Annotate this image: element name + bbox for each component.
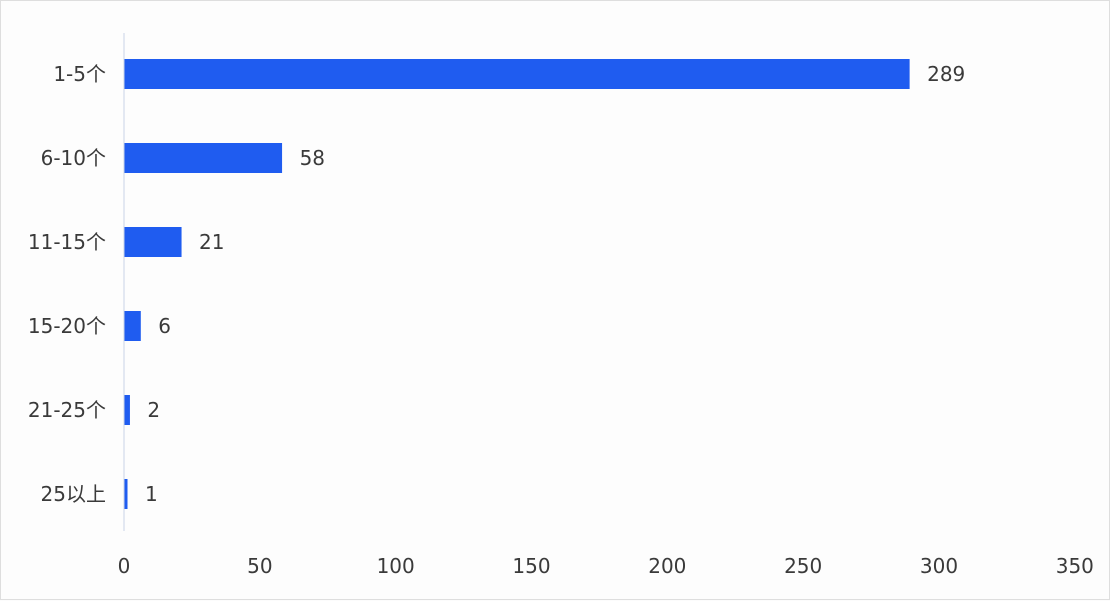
bar <box>124 311 141 341</box>
value-label: 2 <box>147 398 160 422</box>
bar <box>124 395 130 425</box>
bar <box>124 227 182 257</box>
x-tick-label: 250 <box>784 554 822 578</box>
category-label: 21-25个 <box>28 398 106 422</box>
x-tick-label: 350 <box>1056 554 1094 578</box>
category-label: 15-20个 <box>28 314 106 338</box>
x-tick-label: 0 <box>118 554 131 578</box>
value-label: 289 <box>927 62 965 86</box>
labels-layer: 1-5个 289 6-10个 58 11-15个 21 15-20个 6 21-25个 2 25以上… <box>28 62 965 506</box>
value-label: 58 <box>300 146 325 170</box>
bar <box>124 143 283 173</box>
x-tick-label: 50 <box>247 554 272 578</box>
category-label: 11-15个 <box>28 230 106 254</box>
bars-layer <box>124 59 910 509</box>
bar <box>124 479 128 509</box>
x-tick-label: 300 <box>920 554 958 578</box>
x-axis-ticks: 0 50 100 150 200 250 300 350 <box>118 554 1094 578</box>
x-tick-label: 150 <box>512 554 550 578</box>
category-label: 6-10个 <box>41 146 106 170</box>
value-label: 21 <box>199 230 224 254</box>
bar <box>124 59 910 89</box>
x-tick-label: 200 <box>648 554 686 578</box>
value-label: 6 <box>158 314 171 338</box>
x-tick-label: 100 <box>377 554 415 578</box>
value-label: 1 <box>145 482 158 506</box>
category-label: 1-5个 <box>53 62 106 86</box>
category-label: 25以上 <box>41 482 106 506</box>
